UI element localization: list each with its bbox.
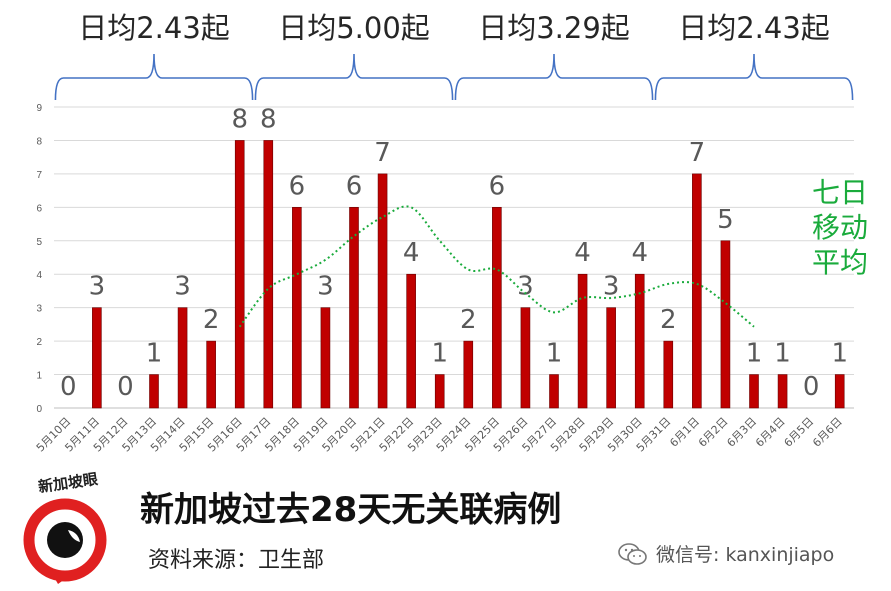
wechat-text: 微信号: kanxinjiapo <box>656 544 835 566</box>
data-label: 4 <box>631 238 648 268</box>
data-label: 0 <box>117 372 134 402</box>
x-tick-label: 6月6日 <box>810 415 845 450</box>
bar <box>577 273 588 409</box>
bar <box>634 273 645 409</box>
bar <box>720 240 731 409</box>
data-label: 8 <box>260 104 277 134</box>
period-label: 日均5.00起 <box>278 11 430 45</box>
moving-average-label: 移动 <box>812 211 868 244</box>
data-label: 0 <box>803 372 820 402</box>
x-tick-label: 6月3日 <box>724 415 759 450</box>
bar <box>377 173 388 409</box>
bar <box>320 307 331 409</box>
bar <box>606 307 616 409</box>
period-bracket <box>454 53 654 101</box>
y-tick-label: 1 <box>36 371 42 382</box>
data-label: 3 <box>174 272 191 302</box>
data-label: 3 <box>517 272 534 302</box>
wechat-icon <box>618 542 647 565</box>
x-tick-label: 6月5日 <box>782 415 817 450</box>
bar <box>292 207 302 409</box>
data-label: 3 <box>317 272 334 302</box>
bar <box>92 307 102 409</box>
bar <box>406 273 416 409</box>
data-label: 4 <box>403 238 420 268</box>
x-tick-label: 6月2日 <box>696 415 731 450</box>
bar <box>349 207 359 409</box>
y-tick-label: 4 <box>36 270 42 281</box>
data-label: 0 <box>60 372 77 402</box>
data-label: 2 <box>660 305 677 335</box>
y-tick-label: 9 <box>36 103 42 114</box>
moving-average-label: 七日 <box>812 176 868 209</box>
data-label: 1 <box>831 339 848 369</box>
chart: 012345678905月10日35月11日05月12日15月13日35月14日… <box>34 11 868 455</box>
y-tick-label: 6 <box>36 203 42 214</box>
x-tick-label: 6月4日 <box>753 415 788 450</box>
data-label: 7 <box>689 138 706 168</box>
bar <box>492 207 502 409</box>
data-label: 7 <box>374 138 391 168</box>
data-label: 5 <box>717 205 734 235</box>
y-tick-label: 0 <box>36 404 42 415</box>
bar <box>749 374 759 409</box>
bar <box>520 307 531 409</box>
bar <box>777 374 788 409</box>
y-tick-label: 2 <box>36 337 42 348</box>
data-label: 4 <box>574 238 591 268</box>
data-label: 1 <box>546 339 563 369</box>
data-label: 8 <box>231 104 248 134</box>
data-label: 1 <box>774 339 791 369</box>
data-label: 3 <box>603 272 620 302</box>
period-bracket <box>654 53 854 101</box>
bar <box>692 173 702 409</box>
period-bracket <box>54 53 254 101</box>
moving-average-label: 平均 <box>812 246 868 279</box>
data-label: 6 <box>289 171 306 201</box>
data-label: 1 <box>431 339 448 369</box>
period-bracket <box>254 53 454 101</box>
bar <box>463 340 474 409</box>
y-tick-label: 5 <box>36 237 42 248</box>
bar <box>434 374 445 409</box>
data-label: 1 <box>746 339 763 369</box>
period-label: 日均2.43起 <box>78 11 230 45</box>
data-label: 1 <box>146 339 163 369</box>
bar <box>549 374 559 409</box>
y-tick-label: 3 <box>36 304 42 315</box>
data-label: 2 <box>460 305 477 335</box>
bar <box>234 140 245 409</box>
moving-average-line <box>238 205 755 328</box>
x-tick-label: 6月1日 <box>667 415 702 450</box>
data-label: 6 <box>346 171 363 201</box>
y-tick-label: 8 <box>36 136 42 147</box>
data-label: 6 <box>489 171 506 201</box>
bar <box>263 140 274 409</box>
brand-logo <box>23 498 107 584</box>
bar <box>663 340 674 409</box>
period-label: 日均3.29起 <box>478 11 630 45</box>
period-label: 日均2.43起 <box>678 11 830 45</box>
bar <box>149 374 159 409</box>
data-label: 3 <box>89 272 106 302</box>
data-label: 2 <box>203 305 220 335</box>
y-tick-label: 7 <box>36 170 42 181</box>
bar <box>177 307 188 409</box>
bar <box>834 374 845 409</box>
source-note: 资料来源：卫生部 <box>148 548 325 573</box>
bar <box>206 340 216 409</box>
wechat-id: 微信号: kanxinjiapo <box>618 540 834 567</box>
chart-title: 新加坡过去28天无关联病例 <box>140 490 562 530</box>
